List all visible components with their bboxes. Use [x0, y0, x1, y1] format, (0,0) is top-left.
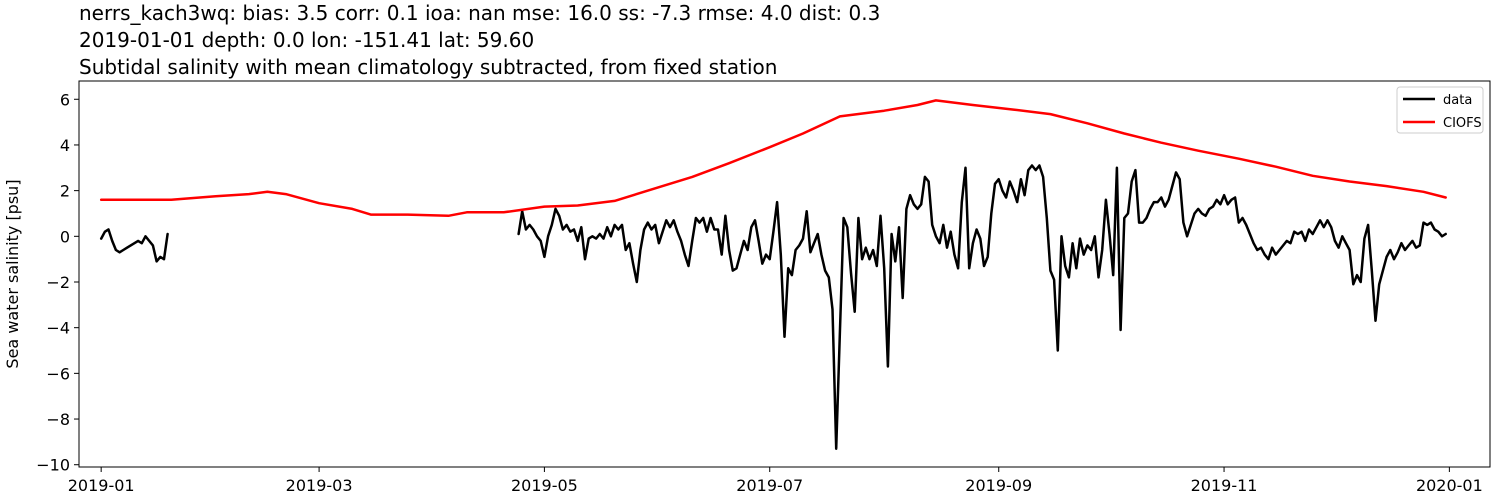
- y-tick-label: −6: [46, 364, 70, 383]
- series-ciofs: [99, 99, 1447, 218]
- y-tick-label: 4: [60, 136, 70, 155]
- y-tick-label: 6: [60, 90, 70, 109]
- series-line-data-0: [99, 228, 169, 263]
- legend: data CIOFS: [1396, 86, 1484, 134]
- y-tick-label: −4: [46, 319, 70, 338]
- title-line-3: Subtidal salinity with mean climatology …: [79, 55, 778, 79]
- y-axis: −10 −8 −6 −4 −2 0 2 4 6: [36, 90, 79, 475]
- y-tick-label: −10: [36, 456, 70, 475]
- y-tick-label: 2: [60, 182, 70, 201]
- title-line-2: 2019-01-01 depth: 0.0 lon: -151.41 lat: …: [79, 28, 535, 52]
- y-tick-label: −2: [46, 273, 70, 292]
- x-tick-label: 2019-09: [965, 476, 1032, 495]
- x-axis: 2019-01 2019-03 2019-05 2019-07 2019-09 2019-…: [68, 467, 1483, 495]
- x-tick-label: 2019-05: [511, 476, 578, 495]
- y-tick-label: −8: [46, 410, 70, 429]
- x-tick-label: 2019-11: [1191, 476, 1258, 495]
- plot-area: [99, 99, 1447, 450]
- y-tick-label: 0: [60, 227, 70, 246]
- legend-label-ciofs: CIOFS: [1443, 116, 1482, 131]
- x-tick-label: 2020-01: [1416, 476, 1483, 495]
- x-tick-label: 2019-01: [68, 476, 135, 495]
- legend-label-data: data: [1443, 93, 1472, 108]
- x-tick-label: 2019-07: [736, 476, 803, 495]
- chart-title: nerrs_kach3wq: bias: 3.5 corr: 0.1 ioa: …: [79, 0, 880, 81]
- y-axis-label: Sea water salinity [psu]: [3, 179, 22, 368]
- title-line-1: nerrs_kach3wq: bias: 3.5 corr: 0.1 ioa: …: [79, 1, 881, 25]
- series-line-ciofs-0: [99, 99, 1447, 218]
- series-data: [99, 164, 1447, 450]
- x-tick-label: 2019-03: [286, 476, 353, 495]
- plot-frame: [78, 80, 1491, 468]
- series-line-data-1: [517, 164, 1447, 450]
